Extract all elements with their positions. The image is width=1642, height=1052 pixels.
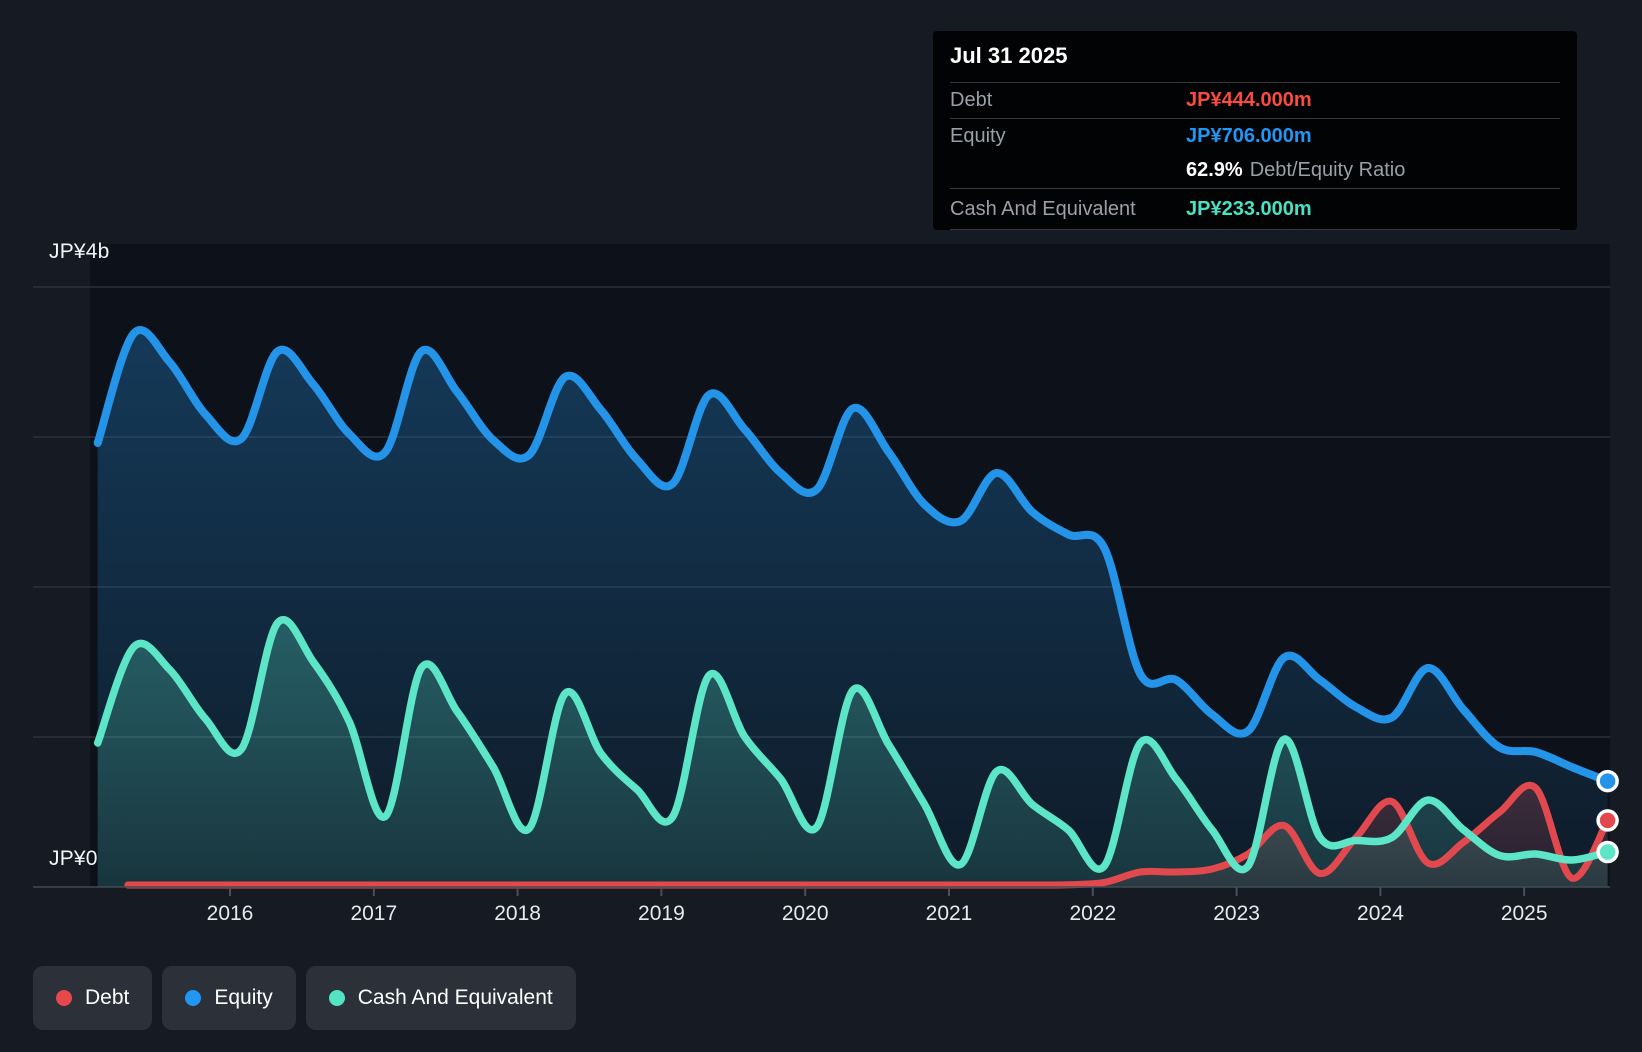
tooltip-cash-value: JP¥233.000m [1186, 197, 1312, 220]
y-axis-label-zero: JP¥0 [49, 847, 98, 870]
legend-debt-label: Debt [85, 986, 130, 1009]
tooltip-cash-label: Cash And Equivalent [950, 197, 1136, 220]
tooltip-debt-label: Debt [950, 89, 993, 111]
series-endpoint-dots [1596, 769, 1619, 864]
tooltip-ratio-value: 62.9% [1186, 159, 1243, 181]
tooltip-debt-row: Debt JP¥444.000m [950, 83, 1560, 119]
tooltip-ratio-label: Debt/Equity Ratio [1249, 159, 1406, 181]
legend-item-debt[interactable]: Debt [33, 966, 153, 1030]
y-axis-label-top: JP¥4b [49, 240, 110, 263]
x-tick-label: 2016 [206, 902, 254, 925]
series-lines [93, 326, 1612, 889]
x-tick-label: 2017 [350, 902, 398, 925]
tooltip-equity-label: Equity [950, 124, 1006, 147]
tooltip-date: Jul 31 2025 [950, 31, 1560, 83]
x-tick-label: 2020 [781, 902, 829, 925]
tooltip-equity-row: Equity JP¥706.000m [950, 119, 1560, 153]
tooltip-ratio-row: 62.9% Debt/Equity Ratio [950, 153, 1560, 189]
cash-color-dot-icon [328, 990, 345, 1006]
tooltip-debt-value: JP¥444.000m [1186, 89, 1312, 111]
x-tick-label: 2024 [1357, 902, 1404, 925]
debt-color-dot-icon [56, 990, 72, 1006]
chart-legend: Debt Equity Cash And Equivalent [33, 966, 576, 1030]
tooltip-cash-row: Cash And Equivalent JP¥233.000m [950, 189, 1560, 230]
x-tick-label: 2019 [638, 902, 685, 925]
x-tick-label: 2021 [925, 902, 973, 925]
x-tick-label: 2018 [494, 902, 541, 925]
legend-item-cash[interactable]: Cash And Equivalent [305, 966, 576, 1030]
legend-equity-label: Equity [214, 986, 273, 1009]
tooltip-equity-value: JP¥706.000m [1186, 124, 1312, 147]
legend-cash-label: Cash And Equivalent [357, 986, 553, 1009]
x-axis-ticks [229, 887, 1526, 896]
legend-item-equity[interactable]: Equity [162, 966, 296, 1030]
chart-tooltip: Jul 31 2025 Debt JP¥444.000m Equity JP¥7… [933, 31, 1577, 230]
x-tick-label: 2023 [1213, 902, 1260, 925]
x-tick-label: 2025 [1500, 902, 1548, 925]
equity-color-dot-icon [185, 990, 202, 1006]
x-tick-label: 2022 [1069, 902, 1117, 925]
